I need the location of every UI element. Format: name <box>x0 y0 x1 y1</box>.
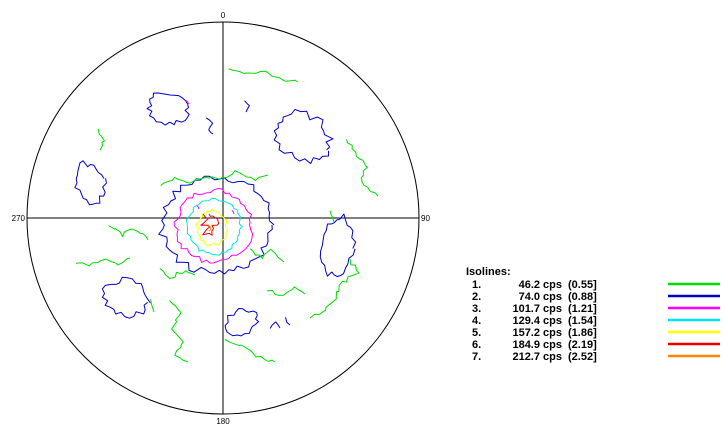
isoline-1-segment <box>329 210 335 223</box>
isoline-1-segment <box>97 128 105 151</box>
legend-row: 1. 46.2 cps (0.55] <box>472 279 720 291</box>
isoline-1-segment <box>266 286 306 296</box>
isoline-3-island <box>185 99 190 105</box>
legend-value: 157.2 cps <box>512 327 562 339</box>
isoline-7-central <box>207 224 212 232</box>
legend-index: 1. <box>472 279 481 291</box>
isoline-2-island <box>319 213 357 277</box>
legend-ratio: (1.54] <box>568 315 597 327</box>
legend-ratio: (1.21] <box>568 303 597 315</box>
isoline-2-island <box>269 321 281 329</box>
isoline-5-central <box>195 209 228 247</box>
legend-row: 2. 74.0 cps (0.88] <box>472 291 720 303</box>
legend-value: 129.4 cps <box>512 315 562 327</box>
axis-label-left: 270 <box>12 214 26 223</box>
legend-title: Isolines: <box>466 266 511 278</box>
isoline-1-segment <box>346 139 379 197</box>
isoline-contours <box>74 68 379 363</box>
axis-label-right: 90 <box>421 214 430 223</box>
isoline-1-segment <box>169 300 189 363</box>
axis-label-top: 0 <box>221 11 226 20</box>
legend-row: 6. 184.9 cps (2.19] <box>472 339 720 351</box>
legend-index: 6. <box>472 339 481 351</box>
legend-index: 3. <box>472 303 481 315</box>
isoline-6-central <box>200 213 220 236</box>
isoline-4-central <box>185 197 244 256</box>
legend-ratio: (2.52] <box>568 351 597 363</box>
legend-row: 5. 157.2 cps (1.86] <box>472 327 720 339</box>
isoline-3-central <box>173 188 254 264</box>
axis-label-bottom: 180 <box>216 417 230 425</box>
legend-row: 7. 212.7 cps (2.52] <box>472 351 720 363</box>
isoline-1-segment <box>224 339 276 363</box>
legend-ratio: (2.19] <box>568 339 597 351</box>
legend-row: 3. 101.7 cps (1.21] <box>472 303 720 315</box>
isoline-1-segment <box>75 257 131 267</box>
legend-value: 184.9 cps <box>512 339 562 351</box>
isoline-3-island <box>231 210 235 215</box>
legend-row: 4. 129.4 cps (1.54] <box>472 315 720 327</box>
legend-index: 5. <box>472 327 481 339</box>
isoline-2-island <box>206 117 214 135</box>
isoline-1-segment <box>249 248 285 263</box>
legend-index: 4. <box>472 315 481 327</box>
isoline-1-segment <box>108 225 149 241</box>
isoline-3-island <box>196 204 200 210</box>
legend-ratio: (0.55] <box>568 279 597 291</box>
isoline-1-segment <box>309 259 360 319</box>
isoline-1-segment <box>228 68 299 83</box>
isoline-2-island <box>285 317 291 326</box>
legend-value: 74.0 cps <box>519 291 562 303</box>
legend-index: 2. <box>472 291 481 303</box>
legend-index: 7. <box>472 351 481 363</box>
legend-value: 101.7 cps <box>512 303 562 315</box>
isoline-2-central <box>158 175 275 275</box>
legend-value: 46.2 cps <box>519 279 562 291</box>
isoline-2-island <box>273 109 334 165</box>
isoline-2-island <box>224 308 260 337</box>
isoline-2-island <box>244 100 250 113</box>
isoline-legend: Isolines: 1. 46.2 cps (0.55] 2. 74.0 cps (0.8… <box>466 266 720 363</box>
legend-value: 212.7 cps <box>512 351 562 363</box>
isoline-1-segment <box>150 299 155 313</box>
isoline-2-island <box>74 160 107 206</box>
isoline-1-segment <box>160 170 269 186</box>
isoline-1-segment <box>159 268 196 279</box>
isoline-2-island <box>101 276 151 319</box>
legend-ratio: (0.88] <box>568 291 597 303</box>
isoline-2-island <box>146 92 190 126</box>
legend-ratio: (1.86] <box>568 327 597 339</box>
